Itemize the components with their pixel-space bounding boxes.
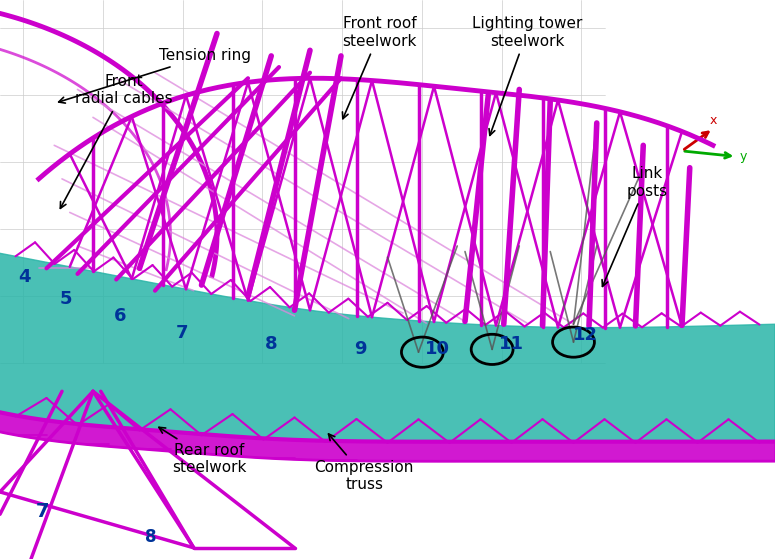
Text: 7: 7 xyxy=(36,502,50,521)
Text: Front
radial cables: Front radial cables xyxy=(60,74,173,209)
Text: 12: 12 xyxy=(573,326,598,344)
Text: 4: 4 xyxy=(19,268,31,286)
Text: 7: 7 xyxy=(176,324,188,342)
Text: 9: 9 xyxy=(354,340,367,358)
Text: y: y xyxy=(740,150,748,163)
Text: 6: 6 xyxy=(114,307,126,325)
Text: Lighting tower
steelwork: Lighting tower steelwork xyxy=(472,16,582,135)
Text: 8: 8 xyxy=(265,335,277,353)
Text: 11: 11 xyxy=(499,335,524,353)
Text: Rear roof
steelwork: Rear roof steelwork xyxy=(159,427,246,475)
Text: Link
posts: Link posts xyxy=(602,166,668,286)
Text: Front roof
steelwork: Front roof steelwork xyxy=(343,16,417,119)
Text: 10: 10 xyxy=(425,340,450,358)
Text: 5: 5 xyxy=(60,290,72,308)
Text: 8: 8 xyxy=(146,528,157,546)
Text: Tension ring: Tension ring xyxy=(59,49,251,103)
Text: x: x xyxy=(709,114,717,127)
Text: Compression
truss: Compression truss xyxy=(315,434,414,492)
